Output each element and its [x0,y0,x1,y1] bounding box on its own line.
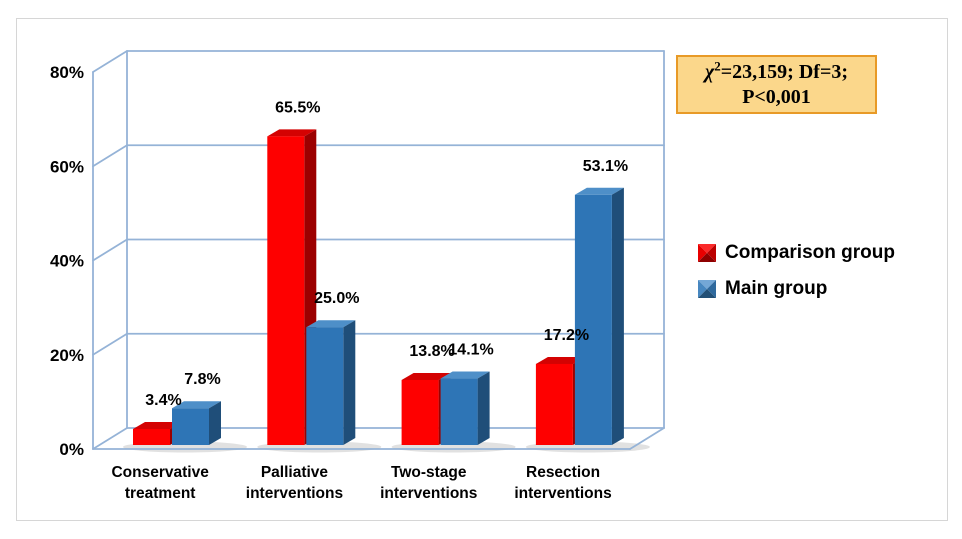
value-label: 25.0% [314,290,359,307]
value-label: 13.8% [409,343,454,360]
legend-marker-red-icon [698,244,716,262]
bar-front-face [306,327,344,445]
tick-connector-line [92,50,128,73]
y-axis-tick-labels: 0% 20% 40% 60% 80% [50,63,84,459]
legend-marker-blue-icon [698,280,716,298]
annotation-stats-text: =23,159; Df=3; [720,61,848,83]
x-axis-category-labels: Conservative treatment Palliative intervent… [111,464,611,502]
chart-legend: Comparison group Main group [698,242,895,314]
bar-front-face [401,379,439,445]
axes [92,50,665,450]
bar-front-face [133,428,170,445]
y-tick-label: 20% [50,346,84,365]
bar-main-group-cat1 [306,320,356,445]
y-tick-label: 60% [50,157,84,176]
bar-top-face [172,401,221,409]
bar-front-face [267,136,305,446]
tick-connector-line [92,427,128,450]
value-label: 7.8% [184,371,220,388]
bar-front-face [172,408,209,445]
annotation-line1: χ2=23,159; Df=3; [678,58,875,85]
y-tick-label: 40% [50,252,84,271]
value-label: 53.1% [583,158,628,175]
bar-side-face [477,371,490,445]
bar-main-group-cat3 [574,187,624,446]
bar-side-face [611,187,624,446]
bar-top-face [574,187,624,195]
legend-label-main-group: Main group [725,278,828,299]
y-tick-label: 0% [59,440,84,459]
bar-top-face [440,371,490,379]
bar-top-face [401,372,451,380]
bar-main-group-cat0 [172,401,221,445]
chi-symbol: χ [704,61,715,83]
bar-front-face [440,378,478,445]
chi-square-annotation: χ2=23,159; Df=3; P<0,001 [676,55,877,114]
legend-item-comparison-group: Comparison group [698,242,895,264]
bar-front-face [574,194,612,445]
category-label: Conservative treatment [111,464,209,502]
bar-top-face [133,421,182,429]
bar-top-face [306,320,356,328]
bar-main-group-cat2 [440,371,490,445]
annotation-line2: P<0,001 [742,86,811,108]
value-label: 14.1% [448,342,493,359]
bar-front-face [535,363,573,445]
floor-right-edge [629,427,665,450]
tick-connector-line [92,332,128,356]
bar-top-face [535,356,585,364]
bar-top-face [267,129,317,137]
bars [133,129,624,446]
chi-exponent: 2 [714,58,721,74]
value-label: 3.4% [145,392,181,409]
y-tick-label: 80% [50,63,84,82]
category-label: Two-stage interventions [380,464,477,502]
bar-comparison-group-cat1 [267,129,317,446]
value-labels: 3.4%7.8% 65.5% 25.0% 13.8%14.1% 17.2% 53.1% [145,99,628,409]
category-label: Resection interventions [514,464,611,502]
category-label: Palliative interventions [246,464,343,502]
bar-side-face [343,320,356,445]
legend-item-main-group: Main group [698,278,895,300]
value-label: 17.2% [544,327,589,344]
legend-label-comparison-group: Comparison group [725,242,895,263]
tick-connector-line [92,238,128,262]
value-label: 65.5% [275,99,320,116]
bar-side-face [209,401,221,445]
tick-connector-line [92,144,128,168]
